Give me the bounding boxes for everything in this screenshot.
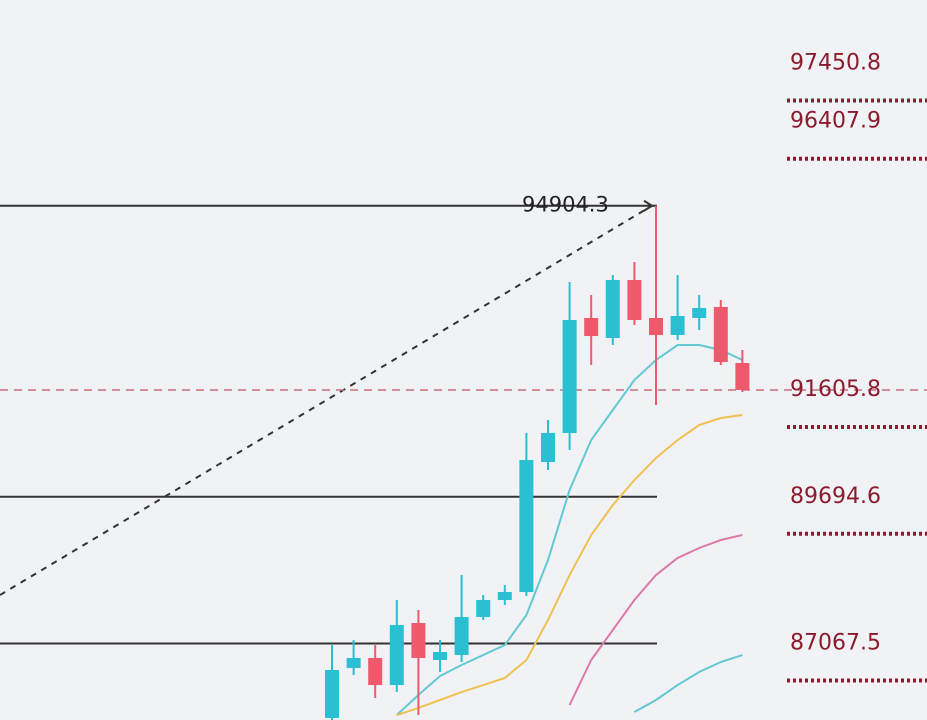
candle-body [454,616,469,656]
candle-body [627,280,642,320]
candle-body [519,460,534,593]
level-label: 97450.8 [790,50,881,75]
candle-body [497,592,512,600]
candle-body [411,623,426,658]
level-label: 96407.9 [790,109,881,134]
candle-body [325,670,339,718]
candle-body [735,363,750,390]
candle-body [649,317,663,336]
arrow-head [643,199,654,212]
level-label: 89694.6 [790,484,881,509]
candle-body [346,657,361,668]
candle-body [389,625,404,686]
candle-body [692,307,707,318]
candle-body [713,306,728,363]
candle-body [368,657,383,686]
candle-body [476,600,491,617]
moving-average [633,654,743,713]
moving-average [568,534,743,706]
level-label: 87067.5 [790,631,881,656]
candle-body [605,280,620,338]
candle-body [670,316,685,336]
moving-average [396,414,743,716]
level-label: 91605.8 [790,377,881,402]
candle-body [433,652,447,660]
candle-body [541,433,555,463]
moving-average [396,344,743,716]
peak-label: 94904.3 [522,193,609,217]
candle-body [584,317,599,337]
candle-body [562,320,577,434]
